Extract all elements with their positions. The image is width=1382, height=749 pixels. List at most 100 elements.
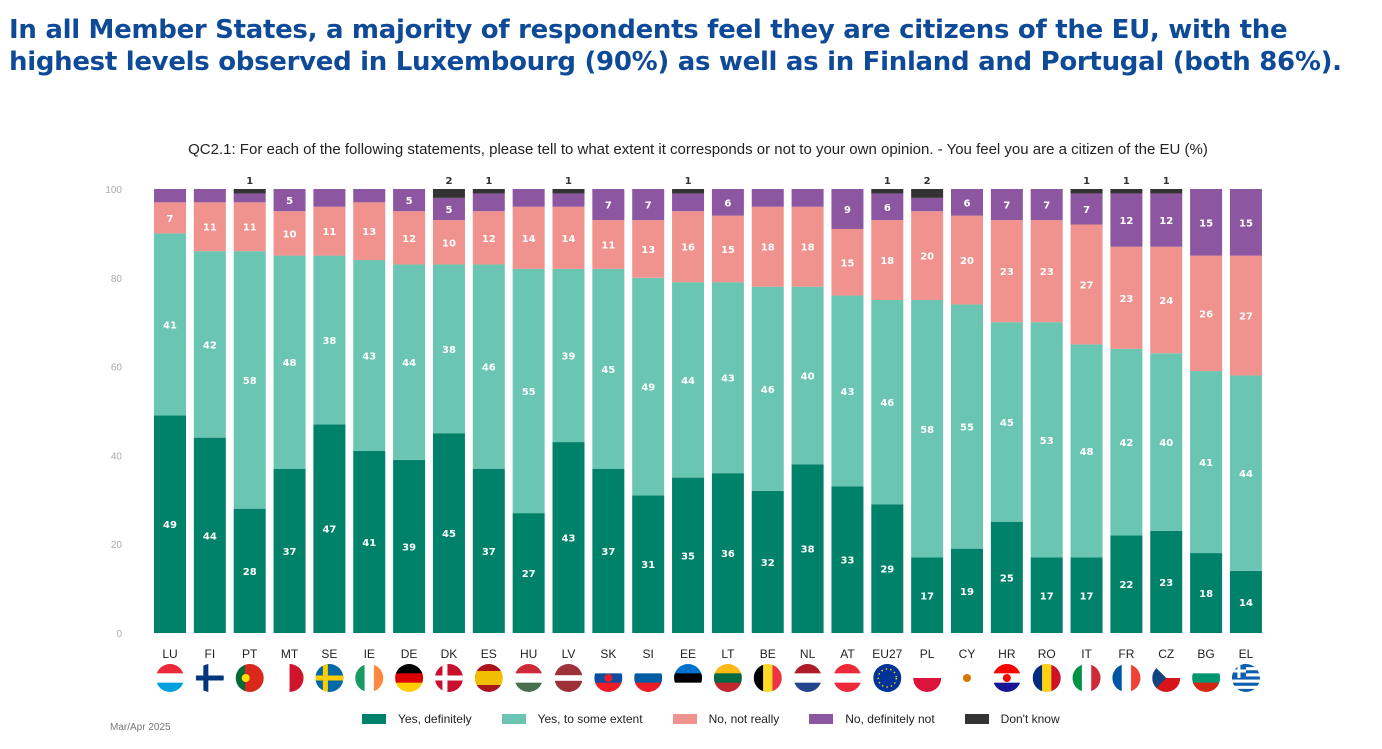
data-label: 11 [601, 241, 615, 252]
bar-segment [512, 268, 545, 514]
bar-segment [1150, 530, 1183, 633]
data-label: 14 [522, 234, 536, 245]
category-label: IE [364, 647, 375, 661]
data-label: 1 [246, 176, 253, 187]
bar-segment [990, 522, 1023, 633]
bar-segment [1030, 557, 1063, 633]
data-label: 44 [203, 531, 217, 542]
data-label: 10 [442, 238, 456, 249]
data-label: 23 [1000, 267, 1014, 278]
bar-segment [632, 220, 665, 278]
data-label: 44 [681, 376, 695, 387]
data-label: 24 [1159, 296, 1173, 307]
data-label: 1 [1163, 176, 1170, 187]
data-label: 42 [1119, 438, 1133, 449]
bar-segment [313, 189, 346, 207]
data-label: 6 [964, 198, 971, 209]
bar-segment [154, 415, 186, 633]
bar-segment [1110, 348, 1143, 536]
bar-segment [154, 202, 186, 234]
data-label: 55 [522, 387, 536, 398]
data-label: 14 [1239, 598, 1253, 609]
bar-segment [711, 282, 744, 474]
data-label: 45 [442, 529, 456, 540]
data-label: 1 [884, 176, 891, 187]
bar-segment [552, 189, 585, 194]
data-label: 15 [1199, 218, 1213, 229]
data-label: 27 [1239, 312, 1253, 323]
data-label: 35 [681, 551, 695, 562]
bar-segment [1070, 224, 1103, 345]
data-label: 37 [283, 547, 297, 558]
data-label: 46 [880, 398, 894, 409]
data-label: 7 [1083, 205, 1090, 216]
category-label: NL [800, 647, 816, 661]
y-tick-label: 60 [111, 363, 123, 374]
bar-segment [751, 490, 784, 633]
bar-segment [871, 504, 904, 633]
flag-slovenia-graphic [634, 664, 663, 692]
data-label: 43 [562, 534, 576, 545]
bar-segment [911, 197, 944, 212]
flag-netherlands-graphic [793, 664, 822, 692]
category-label: SI [643, 647, 654, 661]
category-label: EL [1239, 647, 1254, 661]
category-label: FI [205, 647, 216, 661]
bar-segment [193, 189, 226, 203]
bar-segment [791, 206, 824, 287]
bar-segment [1110, 193, 1143, 247]
y-tick-label: 20 [111, 540, 123, 551]
bar-segment [831, 295, 864, 487]
bar-segment [193, 437, 226, 633]
bar-segment [512, 513, 545, 633]
data-label: 12 [482, 234, 496, 245]
flag-sweden-graphic [315, 664, 344, 692]
data-label: 10 [283, 229, 297, 240]
data-label: 38 [322, 336, 336, 347]
bar-segment [911, 300, 944, 558]
y-tick-label: 100 [105, 185, 122, 196]
bar-segment [552, 193, 585, 207]
bar-segment [432, 197, 465, 221]
flag-slovakia-graphic [594, 664, 623, 692]
bar-segment [871, 300, 904, 505]
data-label: 25 [1000, 574, 1014, 585]
bar-segment [1190, 553, 1223, 633]
data-label: 15 [721, 245, 735, 256]
bar-segment [472, 193, 505, 212]
legend-item: No, definitely not [809, 712, 935, 726]
bar-segment [791, 189, 824, 207]
data-label: 23 [1119, 294, 1133, 305]
bar-segment [990, 322, 1023, 522]
data-label: 33 [840, 556, 854, 567]
flag-romania-graphic [1032, 664, 1061, 692]
category-label: LU [162, 647, 177, 661]
data-label: 32 [761, 558, 775, 569]
data-label: 5 [406, 196, 413, 207]
bar-segment [831, 228, 864, 296]
bar-segment [393, 459, 426, 633]
data-label: 46 [482, 363, 496, 374]
data-label: 45 [1000, 418, 1014, 429]
bar-segment [672, 193, 705, 212]
bar-segment [1070, 557, 1103, 633]
data-label: 7 [167, 214, 174, 225]
flag-belgium-graphic [753, 664, 782, 692]
bar-segment [592, 268, 625, 469]
legend-swatch [362, 714, 386, 724]
legend-item: Yes, definitely [362, 712, 472, 726]
data-label: 17 [1040, 591, 1054, 602]
bar-segment [472, 468, 505, 633]
bar-segment [552, 442, 585, 633]
flag-luxembourg-graphic [156, 664, 184, 692]
data-label: 11 [243, 223, 257, 234]
flag-italy-graphic [1072, 664, 1101, 692]
data-label: 47 [322, 525, 336, 536]
flag-portugal-graphic [235, 664, 264, 692]
data-label: 28 [243, 567, 257, 578]
bar-segment [353, 260, 386, 451]
bar-segment [711, 473, 744, 633]
category-label: LT [721, 647, 735, 661]
data-label: 18 [1199, 589, 1213, 600]
legend-item: No, not really [672, 712, 779, 726]
